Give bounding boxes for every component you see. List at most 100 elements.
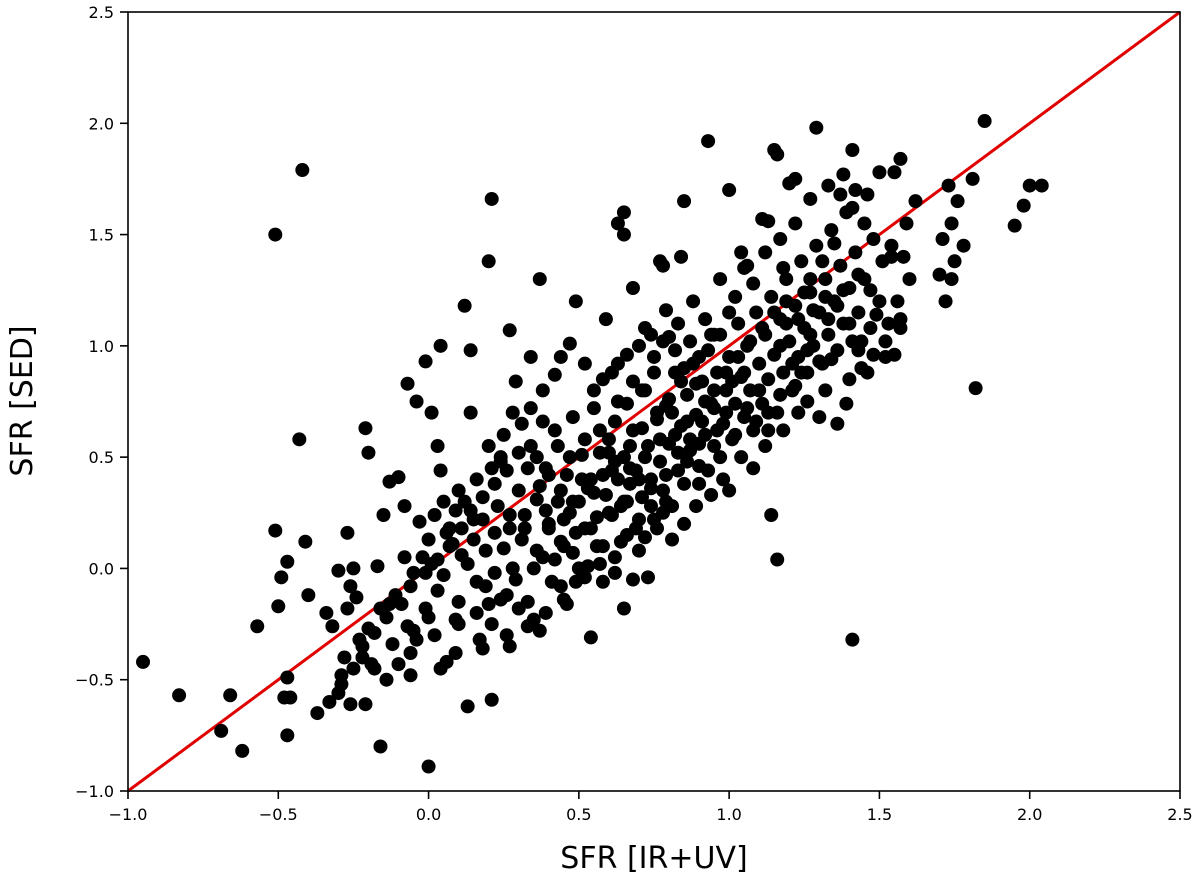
data-point xyxy=(640,570,655,585)
data-point xyxy=(475,641,490,656)
data-point xyxy=(680,414,695,429)
data-point xyxy=(565,410,580,425)
data-point xyxy=(872,165,887,180)
data-point xyxy=(767,305,782,320)
data-point xyxy=(280,728,295,743)
data-point xyxy=(752,356,767,371)
data-point xyxy=(361,445,376,460)
data-point xyxy=(734,245,749,260)
data-point xyxy=(568,294,583,309)
data-point xyxy=(764,508,779,523)
data-point xyxy=(541,467,556,482)
data-point xyxy=(550,494,565,509)
data-point xyxy=(532,623,547,638)
data-point xyxy=(343,697,358,712)
data-point xyxy=(478,543,493,558)
data-point xyxy=(776,365,791,380)
data-point xyxy=(956,238,971,253)
data-point xyxy=(523,401,538,416)
data-point xyxy=(403,579,418,594)
data-point xyxy=(704,327,719,342)
data-point xyxy=(977,114,992,129)
data-point xyxy=(722,183,737,198)
data-point xyxy=(707,401,722,416)
data-point xyxy=(788,171,803,186)
data-point xyxy=(860,187,875,202)
data-point xyxy=(631,472,646,487)
data-point xyxy=(502,639,517,654)
data-point xyxy=(574,472,589,487)
data-point xyxy=(487,565,502,580)
data-point xyxy=(746,461,761,476)
data-point xyxy=(643,499,658,514)
x-axis-title: SFR [IR+UV] xyxy=(560,841,747,876)
data-point xyxy=(505,561,520,576)
data-point xyxy=(866,347,881,362)
data-point xyxy=(656,505,671,520)
data-point xyxy=(695,414,710,429)
data-point xyxy=(869,307,884,322)
data-point xyxy=(586,401,601,416)
data-point xyxy=(451,594,466,609)
data-point xyxy=(547,367,562,382)
data-point xyxy=(616,601,631,616)
data-point xyxy=(659,467,674,482)
data-point xyxy=(634,490,649,505)
data-point xyxy=(671,316,686,331)
data-point xyxy=(634,383,649,398)
data-point xyxy=(325,619,340,634)
data-point xyxy=(746,276,761,291)
x-tick-label: 1.5 xyxy=(867,805,892,824)
data-point xyxy=(631,543,646,558)
data-point xyxy=(301,588,316,603)
data-point xyxy=(803,272,818,287)
data-point xyxy=(1022,178,1037,193)
data-point xyxy=(394,597,409,612)
data-point xyxy=(794,365,809,380)
data-point xyxy=(656,258,671,273)
data-point xyxy=(553,349,568,364)
data-point xyxy=(589,539,604,554)
data-point xyxy=(577,432,592,447)
x-tick-label: −1.0 xyxy=(109,805,148,824)
data-point xyxy=(280,554,295,569)
y-tick-label: −0.5 xyxy=(75,671,114,690)
data-point xyxy=(728,427,743,442)
data-point xyxy=(589,510,604,525)
data-point xyxy=(938,294,953,309)
data-point xyxy=(439,525,454,540)
data-point xyxy=(941,178,956,193)
y-tick-label: 1.0 xyxy=(89,337,114,356)
data-point xyxy=(797,285,812,300)
data-point xyxy=(322,694,337,709)
data-point xyxy=(761,372,776,387)
data-point xyxy=(610,216,625,231)
data-point xyxy=(592,423,607,438)
data-point xyxy=(728,289,743,304)
data-point xyxy=(331,563,346,578)
data-point xyxy=(358,421,373,436)
data-point xyxy=(643,327,658,342)
data-point xyxy=(710,423,725,438)
data-point xyxy=(857,216,872,231)
data-point xyxy=(433,661,448,676)
data-point xyxy=(893,321,908,336)
data-point xyxy=(944,272,959,287)
data-point xyxy=(677,516,692,531)
data-point xyxy=(1016,198,1031,213)
data-point xyxy=(791,405,806,420)
data-point xyxy=(625,572,640,587)
data-point xyxy=(346,561,361,576)
data-point xyxy=(893,151,908,166)
data-point xyxy=(671,445,686,460)
data-point xyxy=(400,376,415,391)
data-point xyxy=(517,521,532,536)
data-point xyxy=(292,432,307,447)
data-point xyxy=(625,280,640,295)
data-point xyxy=(499,628,514,643)
data-point xyxy=(337,650,352,665)
data-point xyxy=(758,439,773,454)
data-point xyxy=(451,617,466,632)
data-point xyxy=(800,394,815,409)
data-point xyxy=(430,439,445,454)
